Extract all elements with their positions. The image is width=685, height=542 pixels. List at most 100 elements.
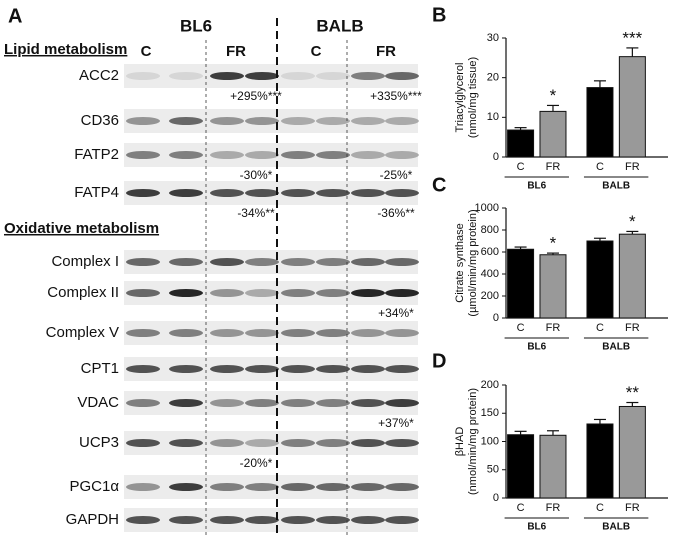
blot-band bbox=[169, 189, 203, 197]
blot-band bbox=[169, 329, 203, 337]
blot-band bbox=[351, 258, 385, 266]
blot-band bbox=[316, 329, 350, 337]
row-label: CPT1 bbox=[81, 360, 119, 377]
y-axis-label: Triacylglycerol bbox=[454, 63, 466, 133]
y-tick-label: 1000 bbox=[475, 202, 499, 214]
blot-band bbox=[245, 189, 279, 197]
blot-band bbox=[351, 151, 385, 159]
blot-band bbox=[385, 72, 419, 80]
blot-band bbox=[126, 117, 160, 125]
y-axis-label: (nmol/mg tissue) bbox=[467, 57, 479, 138]
blot-band bbox=[385, 399, 419, 407]
change-label: +335%*** bbox=[370, 89, 422, 103]
blot-band bbox=[281, 439, 315, 447]
blot-band bbox=[351, 483, 385, 491]
blot-band bbox=[351, 399, 385, 407]
bar bbox=[618, 405, 646, 499]
x-tick-label: C bbox=[596, 322, 604, 334]
blot-band bbox=[210, 365, 244, 373]
blot-band bbox=[245, 399, 279, 407]
group-label: BL6 bbox=[180, 16, 212, 35]
blot-band bbox=[126, 189, 160, 197]
x-tick-label: C bbox=[517, 322, 525, 334]
blot-band bbox=[281, 516, 315, 524]
change-label: -34%** bbox=[237, 206, 275, 220]
blot-band bbox=[210, 117, 244, 125]
blot-band bbox=[210, 329, 244, 337]
condition-label: C bbox=[141, 43, 152, 60]
x-tick-label: C bbox=[596, 161, 604, 173]
x-tick-label: FR bbox=[625, 161, 640, 173]
row-label: FATP2 bbox=[74, 146, 119, 163]
blot-band bbox=[169, 483, 203, 491]
change-label: -25%* bbox=[380, 168, 413, 182]
y-tick-label: 0 bbox=[493, 492, 499, 504]
change-label: +37%* bbox=[378, 416, 414, 430]
blot-band bbox=[281, 258, 315, 266]
y-tick-label: 800 bbox=[481, 224, 499, 236]
blot-band bbox=[169, 72, 203, 80]
row-label: UCP3 bbox=[79, 434, 119, 451]
bar bbox=[507, 129, 535, 158]
y-axis-label: Citrate synthase bbox=[454, 223, 466, 302]
blot-band bbox=[385, 439, 419, 447]
blot-band bbox=[316, 365, 350, 373]
blot-band bbox=[210, 399, 244, 407]
x-tick-label: FR bbox=[546, 502, 561, 514]
blot-band bbox=[245, 365, 279, 373]
blot-band bbox=[281, 189, 315, 197]
blot-band bbox=[169, 289, 203, 297]
blot-band bbox=[281, 329, 315, 337]
blot-band bbox=[351, 72, 385, 80]
blot-band bbox=[245, 329, 279, 337]
y-tick-label: 0 bbox=[493, 151, 499, 163]
blot-band bbox=[126, 483, 160, 491]
blot-band bbox=[316, 399, 350, 407]
blot-band bbox=[210, 72, 244, 80]
x-tick-label: C bbox=[596, 502, 604, 514]
y-tick-label: 200 bbox=[481, 379, 499, 391]
blot-band bbox=[385, 189, 419, 197]
group-label: BALB bbox=[316, 16, 363, 35]
change-label: -20%* bbox=[240, 456, 273, 470]
blot-band bbox=[316, 117, 350, 125]
significance: ** bbox=[626, 383, 640, 402]
change-label: -30%* bbox=[240, 168, 273, 182]
y-tick-label: 150 bbox=[481, 407, 499, 419]
group-label: BALB bbox=[602, 522, 630, 533]
bar bbox=[539, 254, 567, 319]
blot-band bbox=[351, 365, 385, 373]
row-label: PGC1α bbox=[69, 478, 119, 495]
x-tick-label: FR bbox=[546, 161, 561, 173]
blot-band bbox=[126, 151, 160, 159]
x-tick-label: FR bbox=[546, 322, 561, 334]
blot-band bbox=[245, 516, 279, 524]
bar bbox=[507, 248, 535, 319]
blot-band bbox=[210, 289, 244, 297]
blot-band bbox=[281, 483, 315, 491]
blot-band bbox=[169, 258, 203, 266]
blot-band bbox=[281, 289, 315, 297]
panel-label: B bbox=[432, 4, 446, 26]
blot-band bbox=[385, 516, 419, 524]
bar bbox=[539, 110, 567, 158]
bar bbox=[586, 423, 614, 499]
blot-band bbox=[351, 189, 385, 197]
y-tick-label: 400 bbox=[481, 268, 499, 280]
x-tick-label: FR bbox=[625, 322, 640, 334]
bar bbox=[618, 56, 646, 158]
blot-band bbox=[245, 72, 279, 80]
row-label: FATP4 bbox=[74, 184, 119, 201]
condition-label: FR bbox=[376, 43, 396, 60]
significance: *** bbox=[622, 28, 642, 47]
blot-band bbox=[126, 289, 160, 297]
change-label: -36%** bbox=[377, 206, 415, 220]
blot-band bbox=[169, 516, 203, 524]
y-axis-label: (µmol/min/mg protein) bbox=[467, 209, 479, 316]
blot-band bbox=[281, 117, 315, 125]
y-tick-label: 50 bbox=[487, 464, 499, 476]
blot-band bbox=[126, 258, 160, 266]
y-tick-label: 30 bbox=[487, 32, 499, 44]
bar bbox=[586, 87, 614, 158]
